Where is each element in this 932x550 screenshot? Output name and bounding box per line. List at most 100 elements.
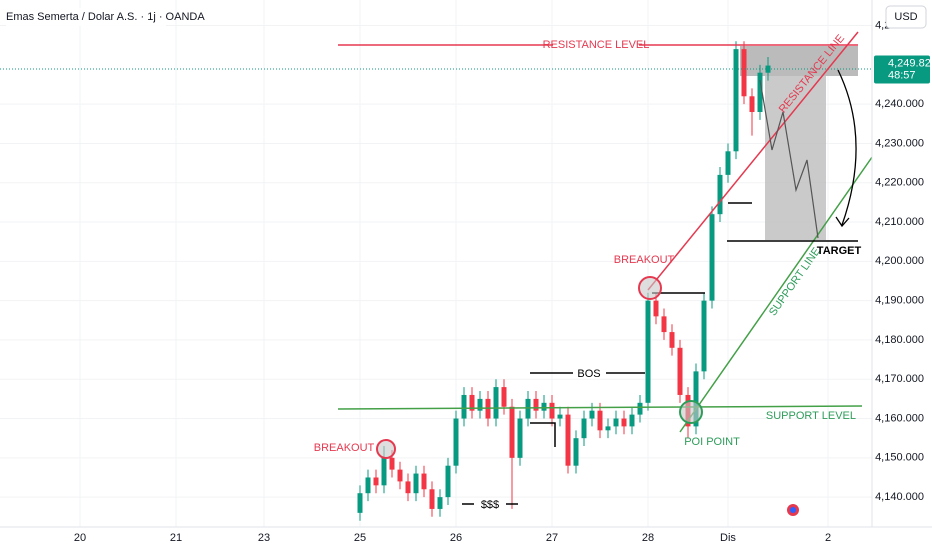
candle-body [733,49,739,152]
candle-body [677,347,683,395]
currency-button[interactable] [885,5,927,29]
candle-body [741,49,747,97]
candle-body [389,457,395,470]
last-price-label: 4,249.820 [888,57,932,69]
event-icon-inner [790,507,796,513]
x-tick-label: 26 [450,532,462,544]
price-tag: 4,249.82048:57 [874,55,932,84]
annotation: BOS [577,368,600,380]
annotation: BREAKOUT [314,442,375,454]
poi-circle [679,400,703,424]
candle-body [405,481,411,494]
x-tick-label: 21 [170,532,182,544]
chart-title: Emas Semerta / Dolar A.S. · 1j · OANDA [6,11,205,23]
label-bg [553,38,639,52]
x-tick-label: 25 [354,532,366,544]
support-line [679,139,885,433]
candles [357,41,771,521]
candle-body [645,300,651,403]
candle-body [629,414,635,427]
price-axis [872,0,932,550]
x-tick-label: 2 [825,532,831,544]
candle-body [469,394,475,411]
structure-line [530,422,556,447]
support-level-line [337,405,863,410]
candle-body [589,410,595,419]
y-tick-label: 4,240.000 [875,98,924,110]
candle-body [397,469,403,482]
breakout-circle [638,276,662,300]
candle-body [717,174,723,215]
resistance-line [647,31,859,291]
y-tick-label: 4,150.000 [875,452,924,464]
y-tick-label: 4,230.000 [875,137,924,149]
last-price-box [874,55,930,84]
target-zone [765,76,826,240]
candle-body [525,398,531,419]
x-tick-label: 27 [546,532,558,544]
candle-body [581,418,587,439]
candle-body [509,406,515,458]
candle-body [421,473,427,490]
y-tick-label: 4,180.000 [875,334,924,346]
candle-body [661,316,667,333]
annotation: POI POINT [684,436,740,448]
x-tick-label: 23 [258,532,270,544]
candle-body [749,96,755,113]
y-tick-label: 4,140.000 [875,491,924,503]
annotation: TARGET [817,245,862,257]
candle-body [597,410,603,431]
projection-path [759,79,819,239]
target-zone-top [740,46,858,76]
candle-body [493,387,499,419]
candle-body [557,414,563,419]
currency-label: USD [894,11,917,23]
candle-body [477,398,483,411]
countdown-label: 48:57 [888,69,916,81]
candle-body [621,418,627,427]
y-tick-label: 4,190.000 [875,295,924,307]
arrow-curve [837,69,857,226]
candle-body [725,151,731,175]
candle-body [381,457,387,486]
y-tick-label: 4,170.000 [875,373,924,385]
candle-body [373,477,379,486]
candle-body [701,300,707,372]
x-tick-label: 20 [74,532,86,544]
candle-body [413,473,419,494]
candle-body [653,300,659,317]
annotation: $$$ [481,499,499,511]
y-tick-label: 4,200.000 [875,255,924,267]
candle-body [613,418,619,427]
candle-body [637,402,643,415]
candle-body [357,493,363,513]
candle-body [365,477,371,494]
x-tick-label: 28 [642,532,654,544]
candle-body [461,394,467,419]
candle-body [453,418,459,466]
candle-body [437,497,443,509]
candle-body [669,332,675,348]
title-bg [6,8,166,26]
candle-body [533,398,539,411]
annotation: RESISTANCE LEVEL [543,39,650,51]
y-tick-label: 4,210.000 [875,216,924,228]
candle-body [429,489,435,509]
candle-body [709,214,715,301]
candle-body [757,72,763,113]
breakout-circle [376,439,396,459]
grid [0,0,872,527]
candle-body [541,402,547,411]
candle-body [573,438,579,466]
arrow-head [835,216,850,228]
candle-body [605,426,611,431]
candle-body [445,465,451,498]
annotation: SUPPORT LEVEL [766,410,856,422]
y-tick-label: 4,160.000 [875,412,924,424]
candle-body [693,371,699,427]
candle-body [549,402,555,419]
annotation: BREAKOUT [614,254,675,266]
candle-body [565,414,571,466]
candle-body [501,387,507,407]
